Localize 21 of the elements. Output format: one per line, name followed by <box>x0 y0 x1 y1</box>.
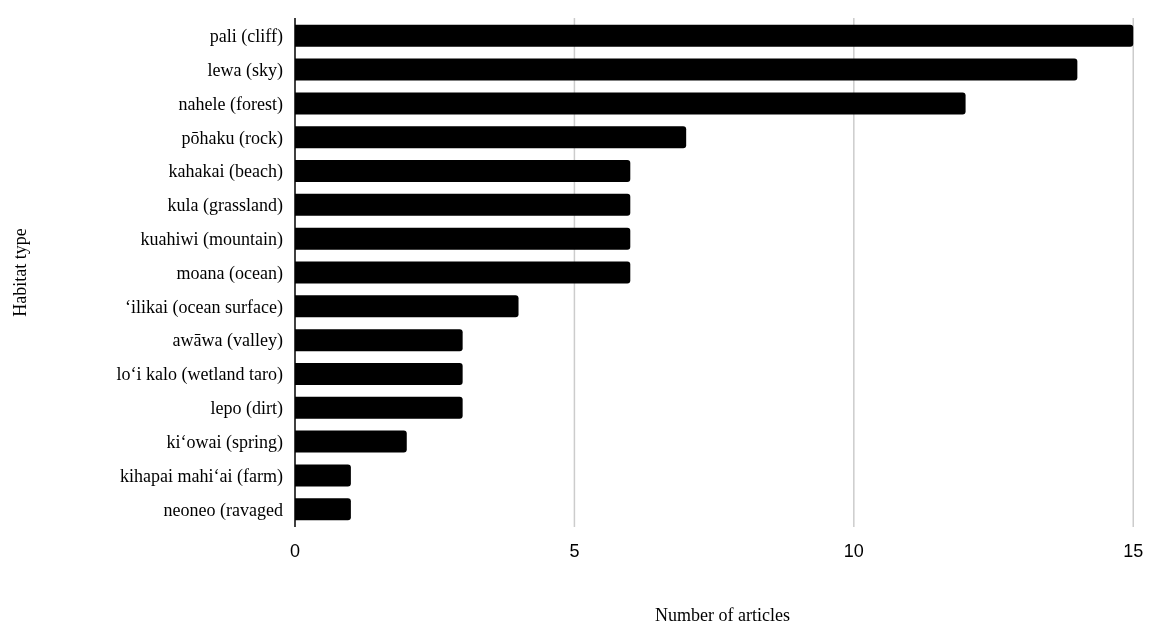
y-tick-label: kahakai (beach) <box>168 161 283 183</box>
y-tick-label: lo‘i kalo (wetland taro) <box>116 364 283 386</box>
y-tick-label: ‘ilikai (ocean surface) <box>125 296 283 318</box>
y-tick-label: lewa (sky) <box>207 59 283 81</box>
y-tick-label: pali (cliff) <box>209 26 283 48</box>
y-tick-label: awāwa (valley) <box>172 330 283 352</box>
x-tick-label: 15 <box>1123 541 1144 561</box>
x-axis-title: Number of articles <box>655 605 790 625</box>
y-tick-label: neoneo (ravaged <box>163 499 283 521</box>
x-tick-label: 0 <box>289 541 301 561</box>
x-tick-label: 5 <box>569 541 580 561</box>
y-tick-label: kihapai mahi‘ai (farm) <box>120 465 283 487</box>
y-tick-label: ki‘owai (spring) <box>166 431 283 453</box>
x-tick-label: 10 <box>843 541 864 561</box>
y-tick-label: lepo (dirt) <box>210 398 283 420</box>
y-axis-title: Habitat type <box>10 228 30 317</box>
y-tick-label: nahele (forest) <box>178 93 283 115</box>
y-tick-label: kuahiwi (mountain) <box>140 228 283 250</box>
y-tick-label: pōhaku (rock) <box>181 127 283 149</box>
y-tick-label: kula (grassland) <box>167 195 283 217</box>
y-tick-label: moana (ocean) <box>176 262 283 284</box>
